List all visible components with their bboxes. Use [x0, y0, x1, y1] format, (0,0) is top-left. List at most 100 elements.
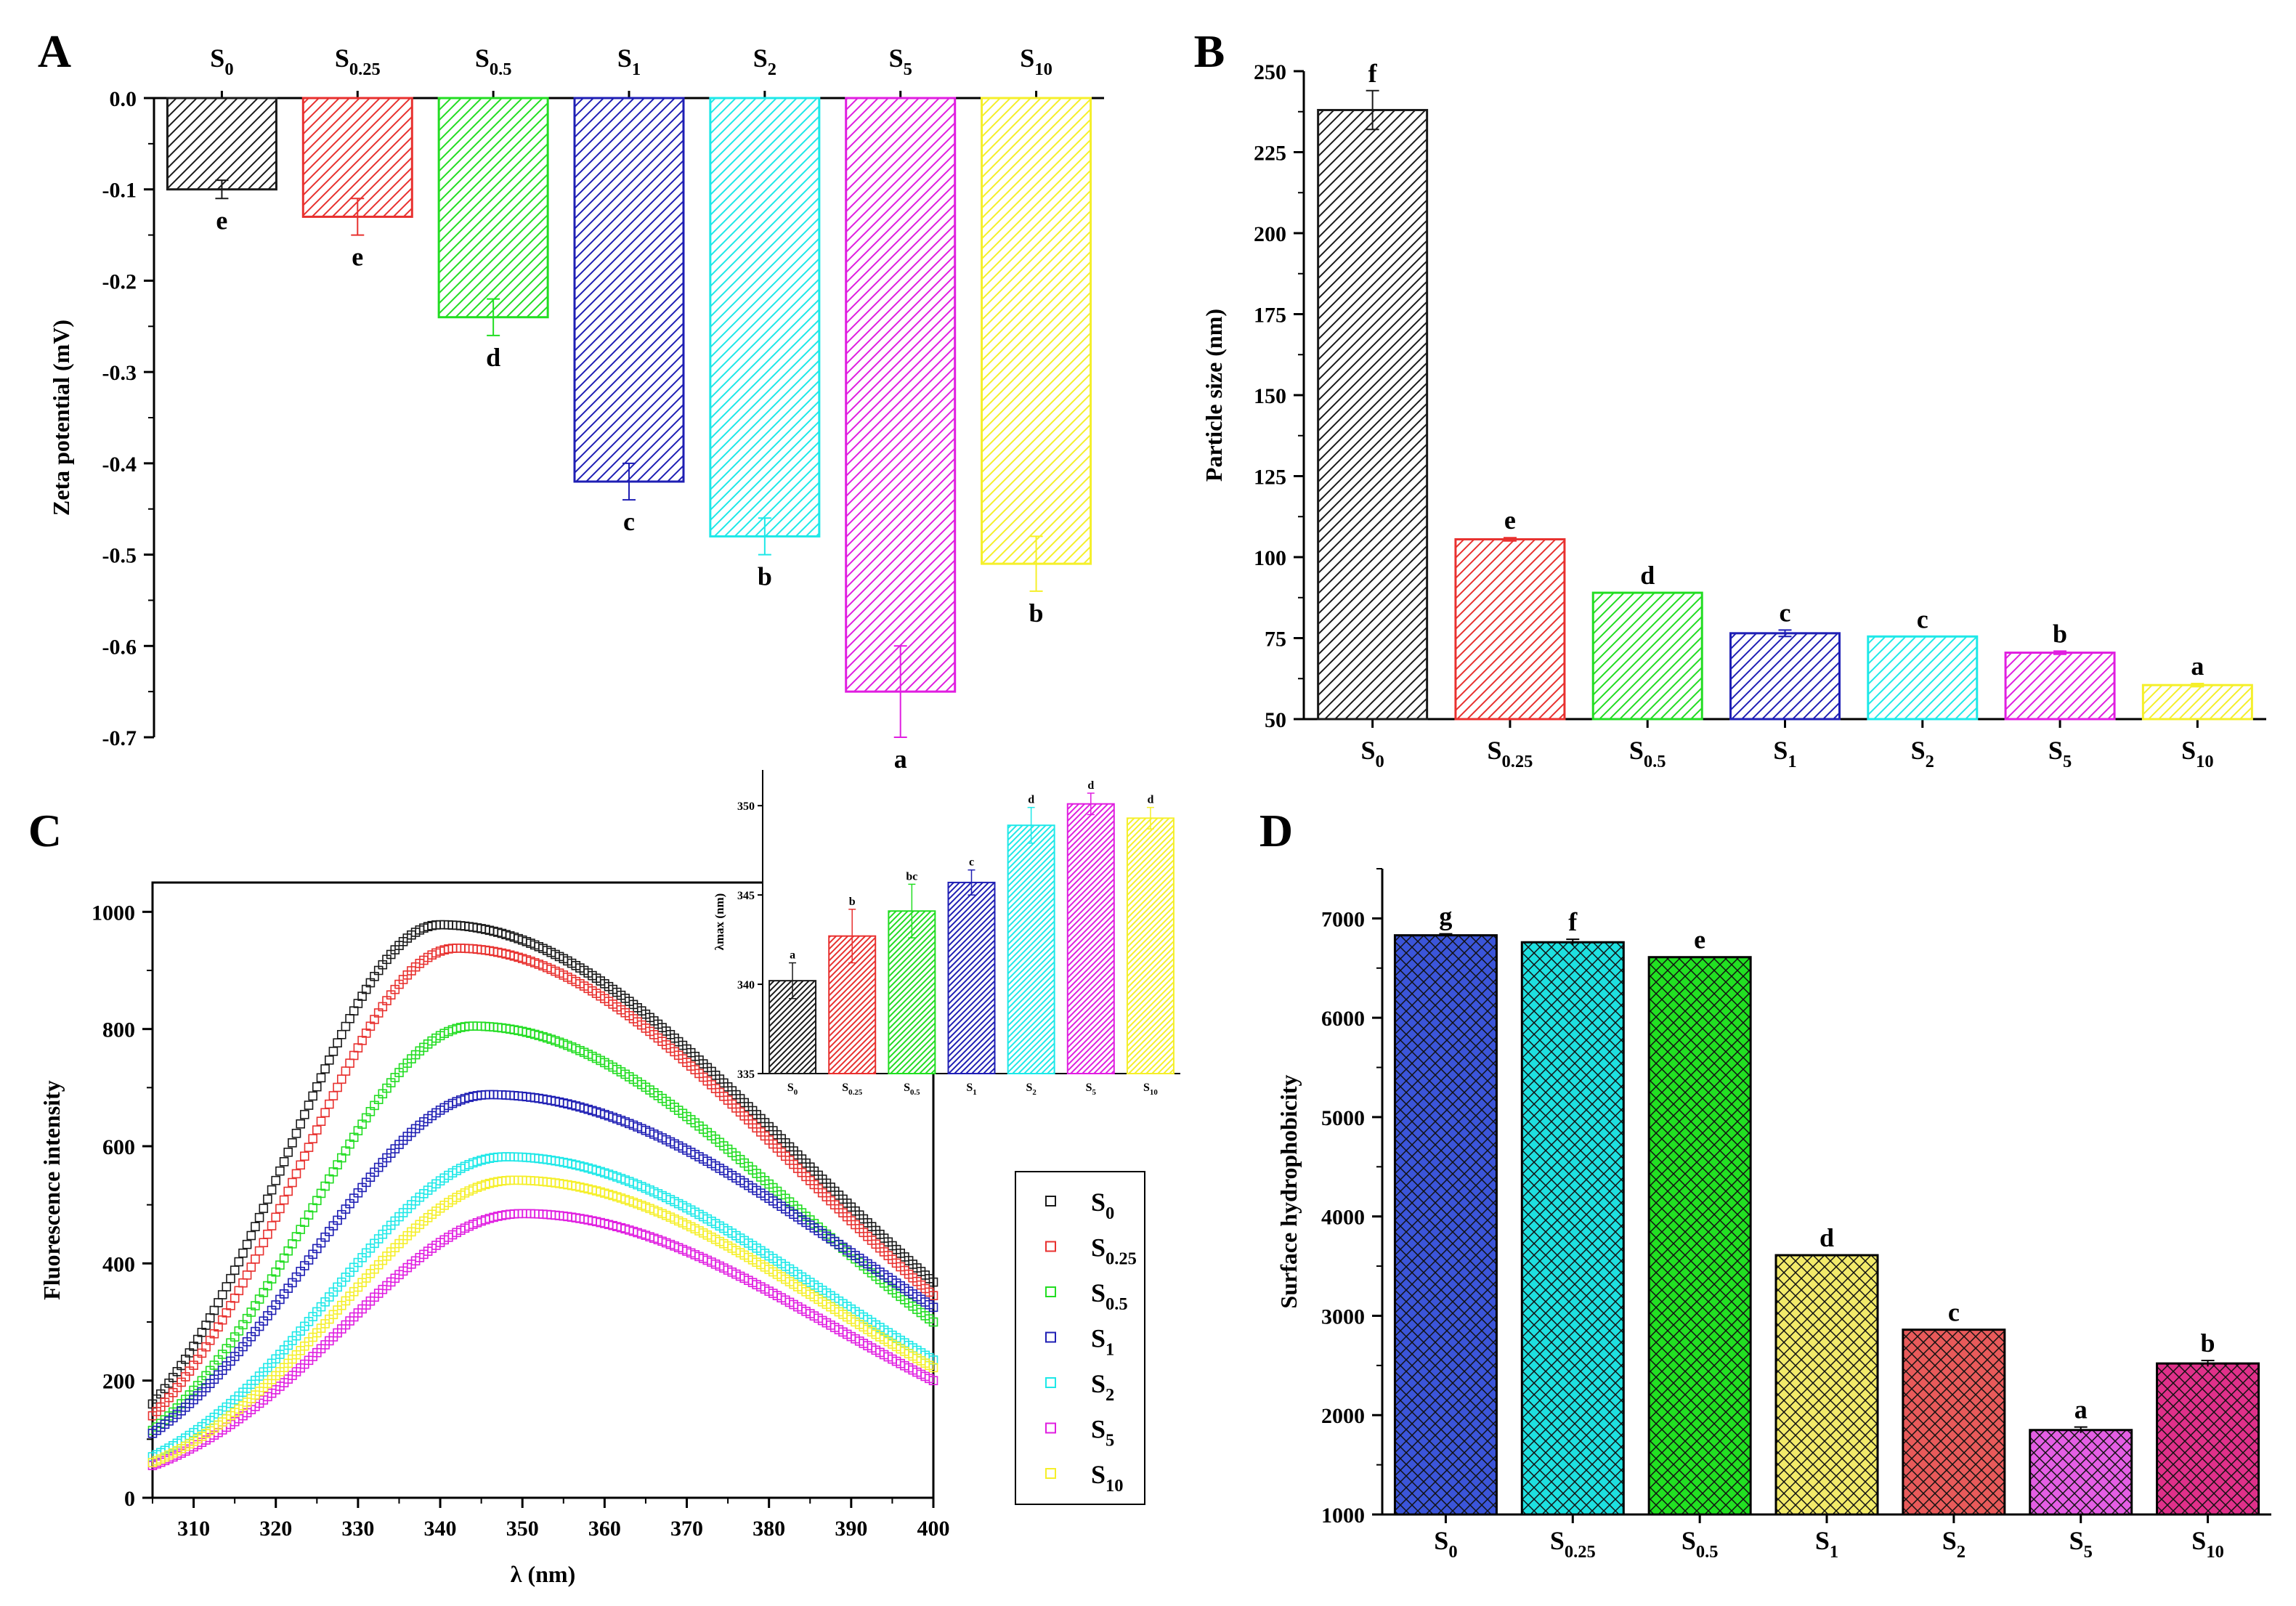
data-point [324, 1099, 334, 1109]
category-label: S0 [1434, 1526, 1457, 1562]
y-tick-label: 1000 [92, 901, 135, 925]
data-point [251, 1254, 260, 1264]
legend-box [1015, 1171, 1145, 1505]
panel-letter-c: C [28, 805, 62, 856]
y-tick-label: 100 [1254, 546, 1286, 570]
data-point [291, 1169, 301, 1179]
data-point [246, 1230, 256, 1241]
bar [2029, 1429, 2133, 1516]
bar [709, 97, 821, 538]
data-point [345, 1014, 354, 1023]
data-point [226, 1273, 235, 1283]
data-point [205, 1313, 215, 1323]
y-tick-label: 175 [1254, 304, 1286, 328]
significance-letter: d [1820, 1223, 1834, 1252]
inset-category-label: S2 [1026, 1082, 1036, 1097]
category-label: S0 [210, 44, 233, 79]
significance-letter: d [1640, 561, 1655, 590]
data-point [222, 1282, 232, 1291]
x-tick-label: 350 [506, 1517, 539, 1541]
y-tick-label: 200 [102, 1370, 135, 1394]
data-point [304, 1100, 314, 1110]
plot-frame [151, 881, 935, 1499]
inset-significance-letter: c [969, 856, 974, 869]
series-S2 [147, 1152, 938, 1461]
inset-lambda-max-chart: 335 340 345 350 λmax (nm) a S0 b S0.25 bc S0.5 c S1 d… [713, 770, 1180, 1097]
panel-c-fluorescence-chart: C 0 200 400 600 800 1000 310 320 330 340 350 360 370 3… [28, 770, 1180, 1587]
legend-label: S10 [1091, 1460, 1124, 1496]
inset-significance-letter: a [790, 949, 795, 962]
inset-category-label: S5 [1086, 1082, 1097, 1097]
x-tick-label: 390 [835, 1517, 867, 1541]
significance-letter: g [1439, 902, 1452, 931]
legend-label: S5 [1091, 1415, 1114, 1451]
data-point [263, 1229, 272, 1239]
data-point [217, 1290, 227, 1299]
x-tick-label: 400 [917, 1517, 950, 1541]
x-tick-label: 360 [588, 1517, 621, 1541]
y-axis-title: Fluorescence intensity [38, 1080, 65, 1299]
y-tick-label: -0.1 [102, 179, 137, 203]
data-point [333, 1082, 342, 1092]
bar [981, 97, 1092, 565]
inset-significance-letter: d [1028, 794, 1034, 806]
bar [1867, 635, 1979, 721]
data-point [341, 1066, 351, 1076]
data-point [288, 1138, 297, 1148]
data-point [267, 1221, 277, 1230]
significance-letter: b [2053, 619, 2067, 648]
data-point [299, 1151, 309, 1161]
significance-letter: f [1568, 907, 1578, 936]
inset-y-tick-label: 340 [737, 979, 755, 991]
x-tick-label: 340 [424, 1517, 457, 1541]
panel-b-particle-size-chart: B 50 75 100 125 150 175 200 225 250 Particle size … [1194, 25, 2266, 771]
data-point [345, 1058, 354, 1068]
significance-letter: b [1029, 599, 1044, 628]
y-tick-label: 200 [1254, 222, 1286, 246]
bar [1520, 941, 1625, 1516]
bar [1774, 1254, 1879, 1516]
category-label: S0.25 [1550, 1526, 1596, 1562]
data-point [254, 1246, 264, 1256]
data-point [279, 1195, 289, 1205]
inset-bar [1007, 824, 1055, 1074]
x-tick-label: 320 [259, 1517, 292, 1541]
data-point [324, 1055, 334, 1065]
data-point [928, 1302, 938, 1313]
bar [2004, 652, 2116, 721]
y-tick-label: 3000 [1321, 1305, 1365, 1329]
legend-label: S0.25 [1091, 1233, 1137, 1269]
legend-marker [1045, 1377, 1056, 1388]
panel-letter-b: B [1194, 25, 1225, 77]
data-point [341, 1021, 351, 1031]
data-point [246, 1262, 256, 1272]
x-tick-label: 380 [753, 1517, 785, 1541]
data-point [291, 1129, 301, 1138]
data-point [230, 1265, 240, 1275]
inset-category-label: S0 [787, 1082, 798, 1097]
inset-significance-letter: b [849, 896, 856, 908]
bar [1729, 632, 1841, 721]
y-tick-label: 6000 [1321, 1007, 1365, 1031]
y-tick-label: 250 [1254, 60, 1286, 84]
y-axis-title: Particle size (nm) [1201, 309, 1227, 482]
category-label: S1 [617, 44, 641, 79]
data-point [234, 1286, 244, 1296]
significance-letter: e [1694, 925, 1705, 954]
panel-letter-a: A [38, 25, 71, 77]
bar [166, 97, 277, 191]
x-tick-label: 370 [670, 1517, 703, 1541]
y-tick-label: 75 [1265, 628, 1286, 652]
data-point [251, 1222, 260, 1231]
inset-y-tick-label: 350 [737, 800, 755, 813]
legend-label: S0.5 [1091, 1278, 1128, 1314]
category-label: S10 [1020, 44, 1052, 79]
legend-label: S2 [1091, 1369, 1114, 1405]
series-S10 [147, 1175, 938, 1467]
data-point [209, 1305, 219, 1315]
data-point [288, 1177, 297, 1188]
data-point [312, 1082, 322, 1092]
series-S0.25 [147, 944, 938, 1421]
y-axis-title: Surface hydrophobicity [1275, 1074, 1302, 1308]
legend-marker [1045, 1468, 1056, 1479]
